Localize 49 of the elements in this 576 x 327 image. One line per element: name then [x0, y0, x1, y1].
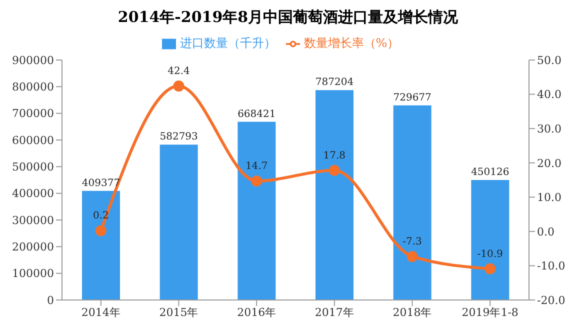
- bar: [471, 180, 510, 300]
- data-label: 668421: [238, 108, 276, 120]
- y-tick-label: 200000: [12, 240, 54, 254]
- x-tick-label: 2017年: [314, 306, 354, 319]
- y2-tick-label: 0.0: [537, 225, 554, 238]
- y2-tick-label: -20.0: [537, 294, 566, 307]
- data-label: 787204: [315, 77, 354, 88]
- x-tick-label: 2019年1-8: [462, 306, 518, 319]
- point: [173, 80, 184, 92]
- x-tick-label: 2018年: [392, 306, 432, 319]
- y-tick-label: 400000: [12, 187, 54, 200]
- data-label: 450126: [471, 166, 510, 178]
- chart-title: 2014年-2019年8月中国葡萄酒进口量及增长情况: [116, 7, 460, 28]
- bar: [238, 122, 276, 300]
- y2-tick-label: -10.0: [537, 260, 566, 273]
- point: [328, 164, 340, 176]
- data-label: 42.4: [168, 66, 190, 78]
- x-tick-label: 2015年: [159, 306, 198, 319]
- data-label: -7.3: [402, 236, 422, 248]
- y-tick-label: 800000: [12, 80, 54, 94]
- y2-tick-label: 20.0: [537, 156, 562, 170]
- y-tick-label: 600000: [12, 134, 54, 147]
- bar: [393, 105, 432, 300]
- y-tick-label: 900000: [12, 54, 54, 67]
- y2-tick-label: 30.0: [537, 122, 562, 136]
- data-label: 582793: [160, 132, 198, 143]
- data-label: 729677: [393, 92, 432, 104]
- y2-tick-label: 40.0: [537, 88, 562, 102]
- data-label: 14.7: [245, 161, 268, 172]
- x-tick-label: 2014年: [81, 306, 120, 319]
- point: [484, 263, 496, 274]
- y2-tick-label: 10.0: [537, 191, 562, 204]
- point: [406, 250, 418, 262]
- bar: [316, 90, 354, 300]
- y-tick-label: 300000: [12, 214, 54, 227]
- point: [251, 176, 262, 187]
- bar: [82, 190, 120, 300]
- data-label: 17.8: [323, 150, 346, 162]
- legend-label: 进口数量（千升）: [180, 36, 276, 50]
- data-label: -10.9: [477, 248, 503, 260]
- y2-tick-label: 50.0: [537, 54, 562, 67]
- y-tick-label: 500000: [12, 160, 54, 174]
- y-tick-label: 700000: [12, 107, 54, 120]
- legend-label: 数量增长率（%）: [304, 36, 400, 50]
- x-tick-label: 2016年: [237, 306, 276, 319]
- y-tick-label: 0: [47, 294, 54, 307]
- bar: [160, 144, 198, 300]
- point: [95, 225, 106, 236]
- y-tick-label: 100000: [12, 267, 54, 280]
